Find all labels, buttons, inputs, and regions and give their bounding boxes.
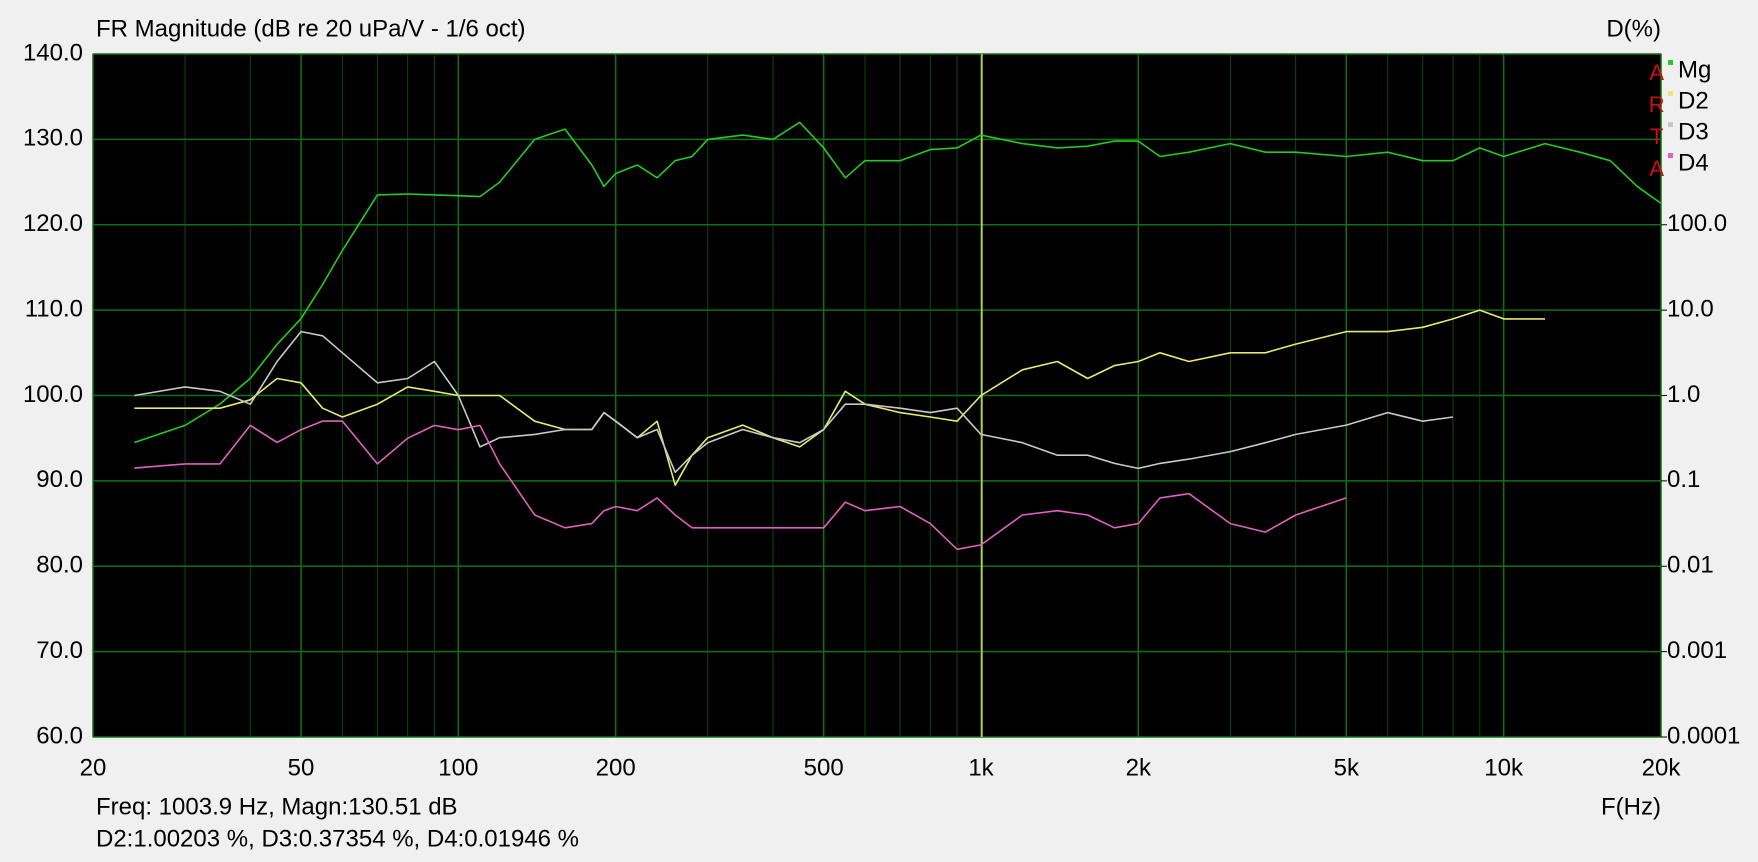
x-tick-label: 500 [804, 754, 844, 781]
y-tick-label: 80.0 [36, 552, 83, 579]
series-line [134, 420, 1347, 551]
y-tick-label: 140.0 [23, 39, 83, 66]
legend-swatch [1668, 60, 1673, 65]
y-tick-label: 130.0 [23, 125, 83, 152]
y-tick-label: 90.0 [36, 466, 83, 493]
chart-title: FR Magnitude (dB re 20 uPa/V - 1/6 oct) [96, 15, 526, 42]
y2-tick-label: 10.0 [1667, 295, 1714, 322]
x-tick-label: 1k [968, 754, 994, 781]
y2-tick-label: 0.01 [1667, 552, 1714, 579]
x-tick-label: 50 [288, 754, 315, 781]
legend-label: Mg [1678, 56, 1711, 83]
legend-swatch [1668, 153, 1673, 158]
y2-tick-label: 0.001 [1667, 637, 1727, 664]
x-tick-label: 20k [1642, 754, 1682, 781]
x-tick-label: 20 [80, 754, 107, 781]
watermark: ARTA [1644, 60, 1669, 188]
legend-label: D2 [1678, 87, 1709, 114]
x-tick-label: 5k [1334, 754, 1360, 781]
x-axis-title: F(Hz) [1601, 793, 1661, 820]
y-tick-label: 70.0 [36, 637, 83, 664]
y2-tick-label: 0.1 [1667, 466, 1700, 493]
y-tick-label: 100.0 [23, 381, 83, 408]
y2-tick-label: 1.0 [1667, 381, 1700, 408]
y-tick-label: 120.0 [23, 210, 83, 237]
y-tick-label: 110.0 [25, 295, 83, 322]
series-line [134, 330, 1454, 474]
legend-label: D4 [1678, 149, 1709, 176]
y2-tick-label: 100.0 [1667, 210, 1727, 237]
legend-swatch [1668, 91, 1673, 96]
series-line [134, 121, 1662, 444]
status-line: D2:1.00203 %, D3:0.37354 %, D4:0.01946 % [96, 825, 579, 852]
legend-swatch [1668, 122, 1673, 127]
y-tick-label: 60.0 [36, 722, 83, 749]
x-tick-label: 200 [596, 754, 636, 781]
y2-tick-label: 0.0001 [1667, 722, 1740, 749]
status-line: Freq: 1003.9 Hz, Magn:130.51 dB [96, 793, 458, 820]
x-tick-label: 100 [438, 754, 478, 781]
x-tick-label: 10k [1484, 754, 1524, 781]
legend-label: D3 [1678, 118, 1709, 145]
x-tick-label: 2k [1126, 754, 1152, 781]
y2-axis-title: D(%) [1606, 15, 1661, 42]
